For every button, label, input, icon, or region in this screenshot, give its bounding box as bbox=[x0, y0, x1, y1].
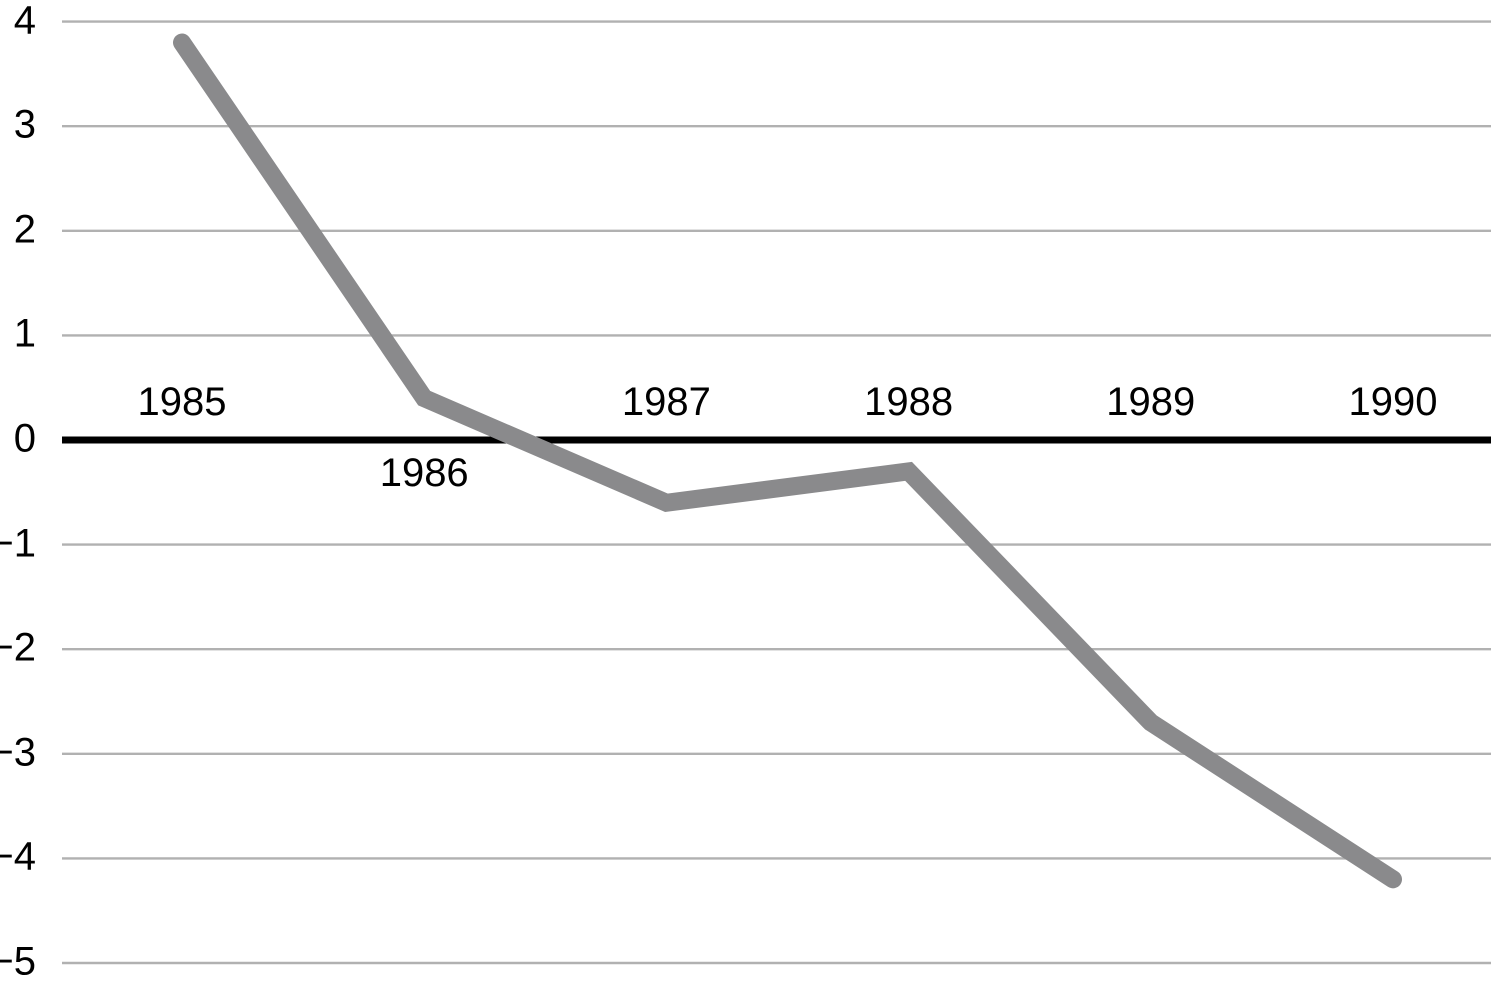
y-tick-label--3: −3 bbox=[0, 730, 36, 775]
x-label-1988: 1988 bbox=[864, 380, 954, 424]
y-tick-label--5: −5 bbox=[0, 939, 36, 984]
y-tick-label--1: −1 bbox=[0, 520, 36, 565]
y-tick-label-0: 0 bbox=[13, 416, 36, 461]
y-tick-label--2: −2 bbox=[0, 625, 36, 670]
data-line-series bbox=[173, 33, 1402, 889]
y-tick-label-2: 2 bbox=[13, 207, 36, 252]
x-label-1985: 1985 bbox=[137, 380, 227, 424]
y-tick-label-4: 4 bbox=[13, 0, 36, 42]
x-label-1989: 1989 bbox=[1106, 380, 1196, 424]
x-label-1990: 1990 bbox=[1348, 380, 1438, 424]
y-tick-label-1: 1 bbox=[13, 311, 36, 356]
y-tick-label-3: 3 bbox=[13, 102, 36, 147]
x-label-1987: 1987 bbox=[621, 380, 711, 424]
y-tick-label--4: −4 bbox=[0, 834, 36, 879]
x-label-1986: 1986 bbox=[379, 451, 469, 495]
